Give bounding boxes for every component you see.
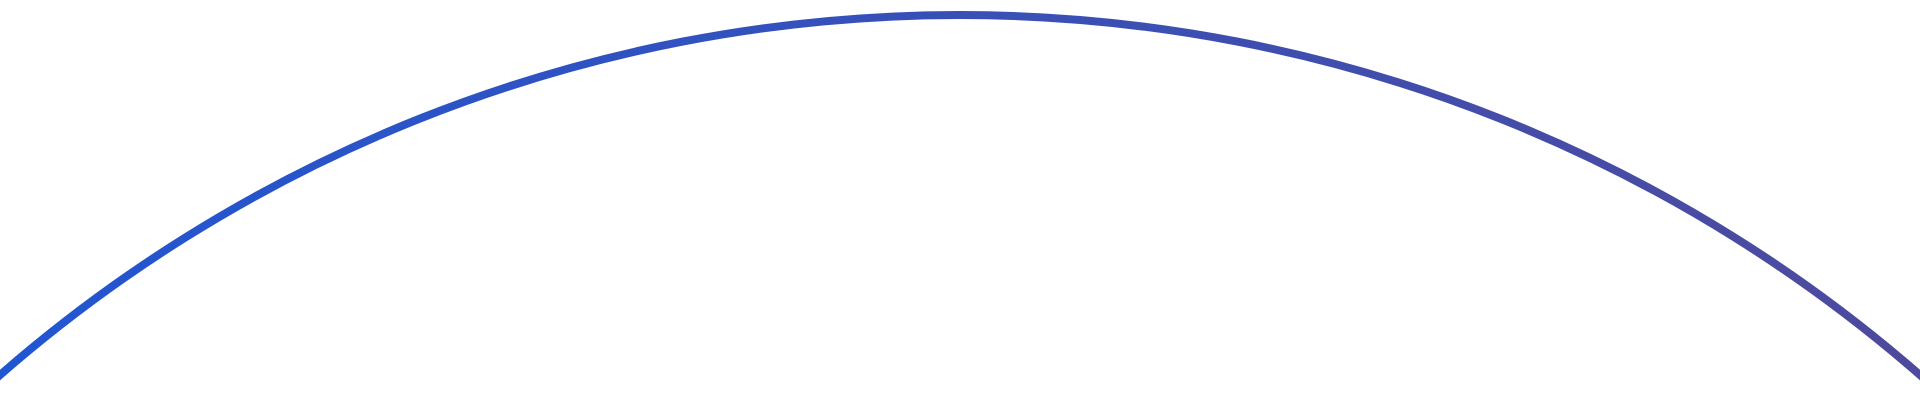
arc-curve [0,11,1920,381]
